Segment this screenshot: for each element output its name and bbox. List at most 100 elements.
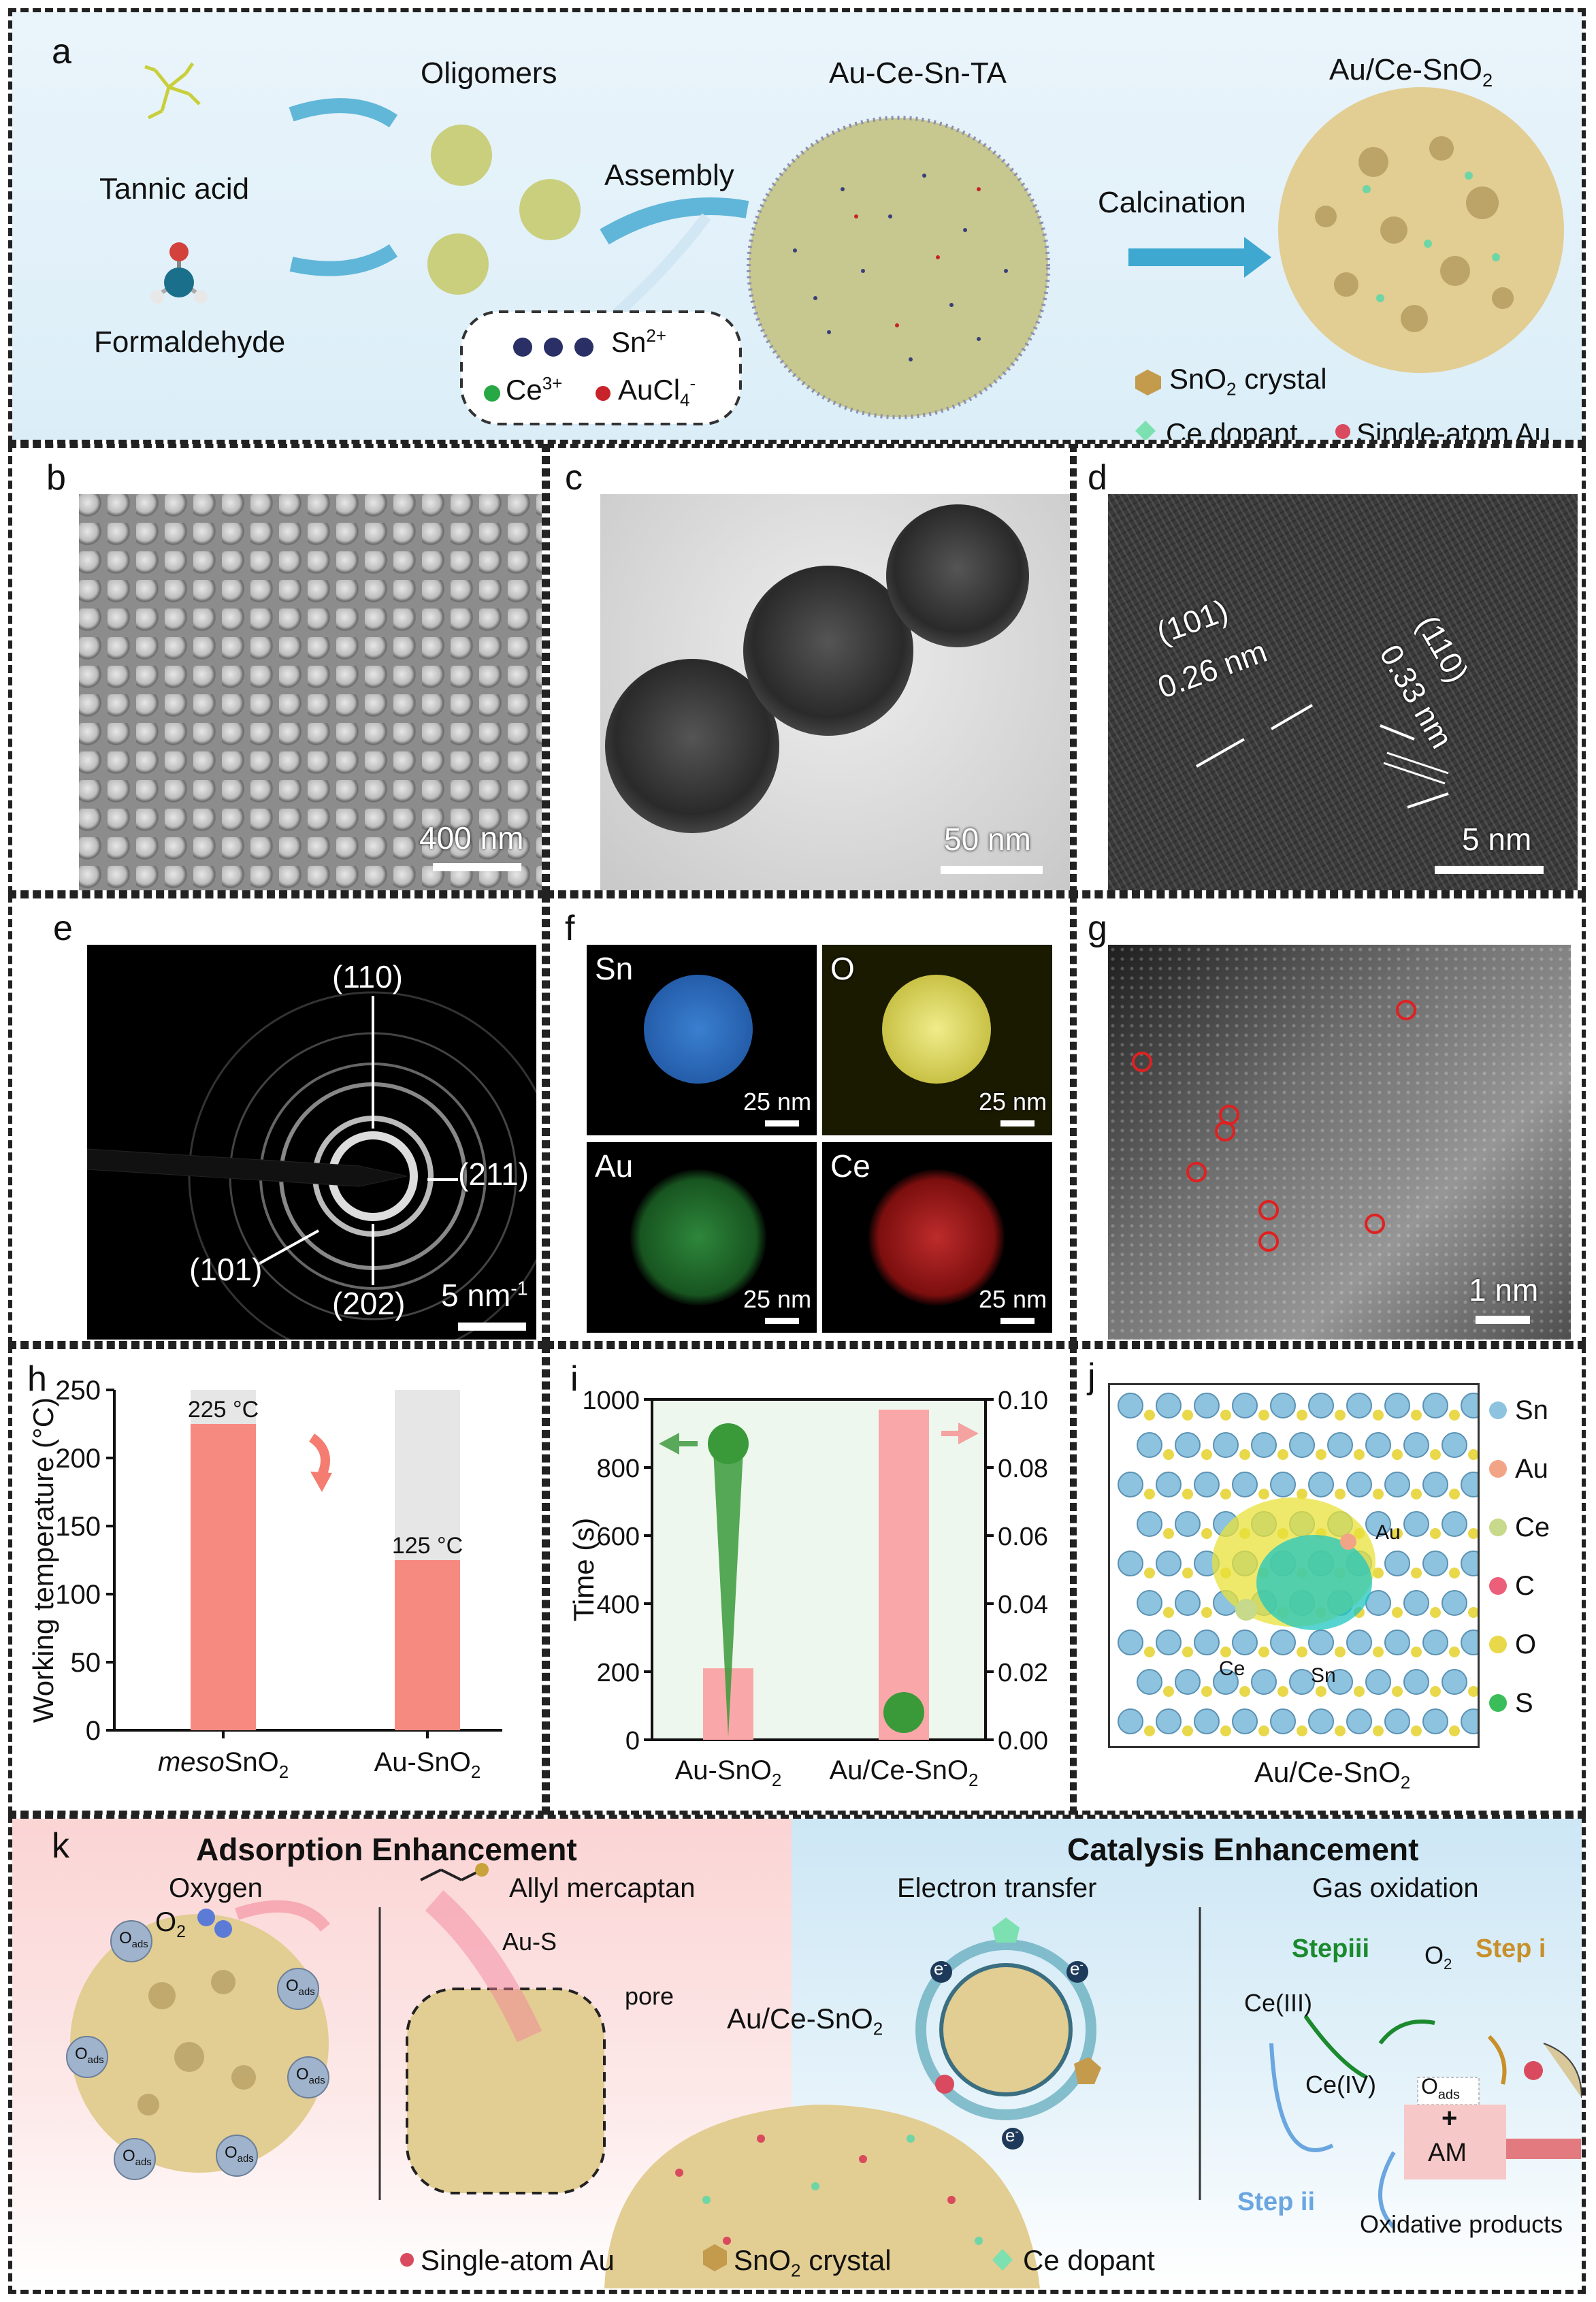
atom-sn-label: Sn (1311, 1664, 1336, 1687)
panel-f: f Sn 25 nm O 25 nm Au 25 nm Ce 25 nm (546, 894, 1077, 1345)
porous-texture (1315, 136, 1514, 332)
y-tick-label: 100 (55, 1580, 101, 1610)
legend-sno2-text: SnO (734, 2244, 792, 2276)
sn-atom (1403, 1590, 1429, 1616)
panel-g-label: g (1088, 909, 1107, 948)
tem-image: 50 nm (600, 494, 1070, 890)
o-atom (1392, 1607, 1403, 1618)
sn-atom (1308, 1472, 1334, 1497)
atom-au-label: Au (1375, 1521, 1401, 1544)
ion-ce-text: Ce (506, 374, 542, 406)
o-atom (1297, 1647, 1307, 1657)
oads-text: O (286, 1977, 299, 1995)
right-y-tick-label: 0.04 (998, 1591, 1048, 1619)
o-atom (1354, 1449, 1365, 1460)
map-ce: Ce 25 nm (822, 1142, 1052, 1333)
sn-atom (1384, 1630, 1410, 1655)
sn-atom (1118, 1393, 1143, 1419)
left-y-tick-label: 1000 (582, 1387, 640, 1415)
left-y-tick-label: 200 (597, 1659, 640, 1687)
sn-atom (1384, 1708, 1410, 1734)
label-product: Au/Ce-SnO2 (1329, 53, 1493, 91)
right-y-tick-label: 0.00 (998, 1727, 1048, 1755)
o-atom (1449, 1410, 1460, 1421)
o-atom (1373, 1647, 1384, 1657)
legend-swatch (1489, 1401, 1507, 1419)
panel-c: c 50 nm (546, 444, 1077, 894)
bar-annotation: 125 °C (392, 1533, 463, 1559)
panel-k-label: k (52, 1826, 69, 1866)
legend-item: Sn (1489, 1390, 1548, 1431)
label-au-s: Au-S (502, 1928, 557, 1956)
sn-atom (1327, 1669, 1353, 1695)
sn-atom (1156, 1472, 1182, 1497)
saed-image: (110) (211) (101) (202) 5 nm-1 (87, 945, 536, 1340)
label-pore: pore (625, 1982, 674, 2010)
o-atom (1449, 1725, 1460, 1736)
o-atom (1182, 1725, 1193, 1736)
sn-atom (1289, 1432, 1315, 1458)
map-au-scale: 25 nm (743, 1285, 812, 1313)
ion-aucl: AuCl4- (618, 373, 696, 410)
o-atom (1239, 1449, 1250, 1460)
sn-atom (1384, 1551, 1410, 1576)
electron-sup: - (1079, 1958, 1084, 1971)
scale-bar-text: 5 nm-1 (441, 1277, 528, 1314)
oads-label-5: Oads (123, 2147, 152, 2168)
sn-atom (1365, 1669, 1391, 1695)
sn-atom (1232, 1393, 1258, 1419)
o-atom (1220, 1725, 1231, 1736)
oads-text: O (75, 2045, 88, 2063)
electron-text: e (1070, 1958, 1080, 1979)
sn-atom (1308, 1708, 1334, 1734)
time-wedge (713, 1450, 743, 1737)
plot-background (652, 1399, 986, 1740)
sn-atom (1251, 1669, 1277, 1695)
y-axis-label: Time (s) (568, 1518, 600, 1621)
au-atom (1340, 1534, 1356, 1550)
map-ce-scale: 25 nm (979, 1285, 1047, 1313)
scale-bar (1435, 866, 1544, 874)
sn-atom (1194, 1708, 1220, 1734)
o-atom (1373, 1568, 1384, 1578)
panel-e: e (110) (211) (101) (202) 5 nm-1 (8, 894, 546, 1345)
x-tick-label: Au-SnO2 (374, 1747, 481, 1782)
sn-atom (1346, 1472, 1372, 1497)
o-atom (1449, 1647, 1460, 1657)
legend-sno2-tail: crystal (1236, 363, 1327, 395)
o-atom (1316, 1686, 1326, 1697)
map-sn-scale-bar (765, 1120, 799, 1126)
oads-sub: ads (298, 1986, 315, 1998)
panel-d-label: d (1088, 458, 1107, 498)
electron-text: e (1005, 2125, 1015, 2145)
legend-swatch (1489, 1636, 1507, 1653)
panel-i: 0 200 400 600 800 1000 0.00 0.02 0.04 0.06 0.08 0.1… (546, 1345, 1077, 1815)
o2-sub: 2 (176, 1923, 186, 1941)
single-atom-markers (1132, 1000, 1416, 1252)
o-atom (1373, 1410, 1384, 1421)
o-atom (1335, 1410, 1346, 1421)
panel-b-label: b (46, 458, 66, 498)
panel-h: 0 50 100 150 200 250 mesoSnO2 Au-SnO2 225 °C 125 … (8, 1345, 546, 1815)
label-am: AM (1428, 2139, 1467, 2167)
legend-label: Ce (1515, 1512, 1550, 1542)
formaldehyde-molecule (150, 242, 208, 304)
x-tick-label-sub: 2 (471, 1762, 481, 1782)
legend-sno2-sub: 2 (1226, 378, 1237, 400)
legend-label: C (1515, 1570, 1535, 1601)
o-atom (1392, 1449, 1403, 1460)
left-y-tick-label: 400 (597, 1591, 640, 1619)
oads-label-1: Oads (119, 1929, 148, 1950)
panel-b: b 400 nm (8, 444, 546, 894)
product-sub: 2 (1482, 69, 1493, 91)
legend-sno2-crystal: SnO2 crystal (1169, 363, 1327, 400)
panel-k: k (8, 1815, 1586, 2294)
panel-a: a (8, 8, 1586, 444)
panel-i-label: i (570, 1359, 579, 1399)
right-y-tick-label: 0.02 (998, 1659, 1048, 1687)
electron-sup: - (943, 1958, 947, 1971)
subtitle-electron-transfer: Electron transfer (897, 1873, 1097, 1903)
o-atom (1277, 1686, 1288, 1697)
y-tick-label: 50 (71, 1648, 101, 1678)
sn-atom (1461, 1472, 1478, 1497)
